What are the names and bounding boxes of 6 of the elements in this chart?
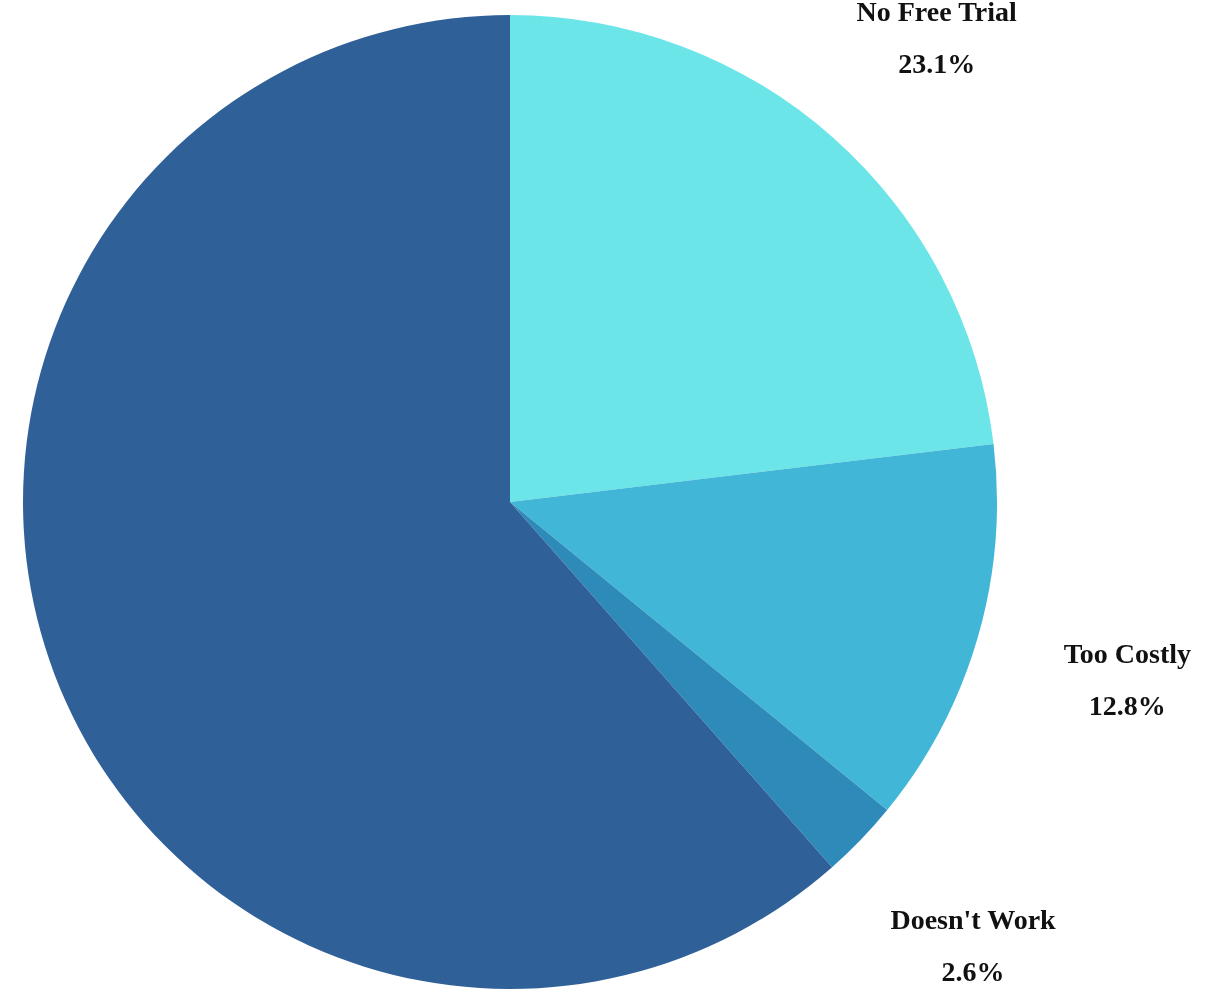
data-label: 23.1%: [898, 48, 976, 80]
data-label: 12.8%: [1088, 689, 1166, 721]
data-label: 2.6%: [941, 956, 1005, 988]
slice-label: Too Costly: [1063, 637, 1191, 669]
slice-label: No Free Trial: [856, 0, 1017, 28]
slice-label: Doesn't Work: [890, 904, 1057, 936]
